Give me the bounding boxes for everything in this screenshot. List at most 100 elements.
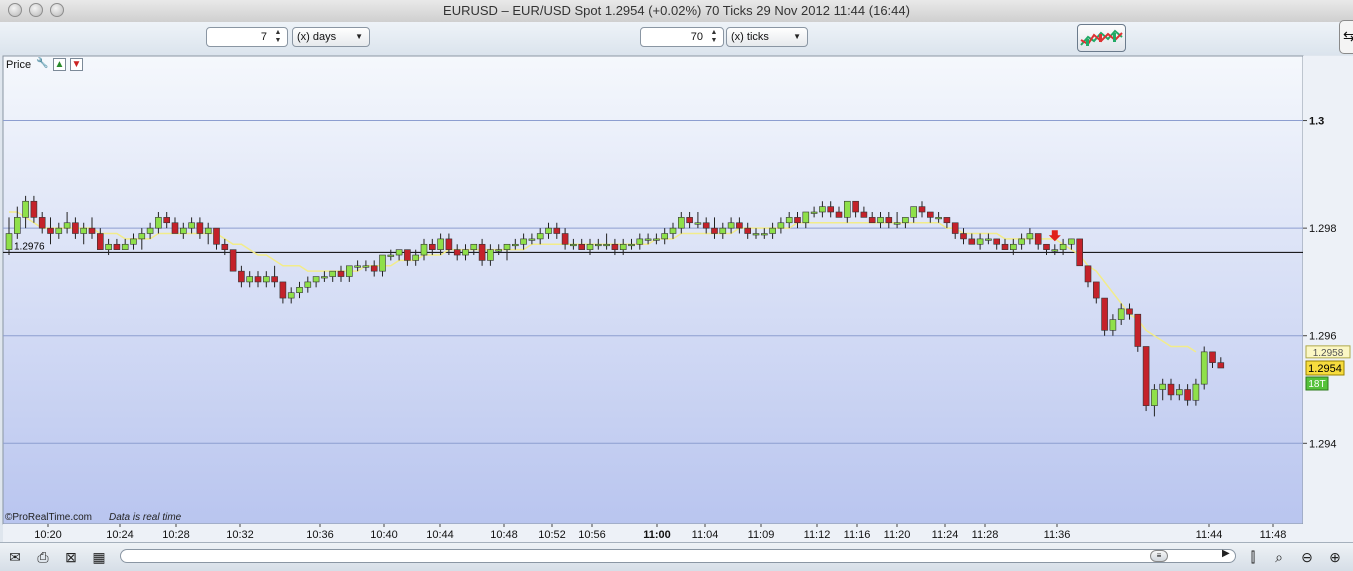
- scroll-right-icon[interactable]: ▶: [1222, 548, 1230, 559]
- candle: [885, 212, 893, 229]
- close-chart-icon[interactable]: ⊠: [65, 549, 77, 565]
- candle-body: [860, 211, 868, 218]
- candle: [893, 212, 901, 229]
- candle-body: [478, 243, 486, 261]
- candle: [1101, 297, 1108, 336]
- candle: [321, 271, 328, 282]
- realtime-note: Data is real time: [109, 512, 182, 523]
- zoom-out-icon[interactable]: ⊖: [1301, 549, 1313, 565]
- candle: [304, 276, 312, 293]
- candle: [976, 233, 984, 250]
- candle-body: [1034, 233, 1042, 245]
- stepper-arrows-icon[interactable]: ▲ ▼: [710, 29, 718, 44]
- chart-svg[interactable]: 1.2976 1.3 1.298 1.296 1.294 10:20 10:24 10:2…: [0, 55, 1353, 542]
- candle: [843, 200, 851, 223]
- print-icon[interactable]: ⎙: [37, 549, 49, 565]
- candle-body: [1009, 243, 1017, 250]
- candle-body: [1159, 383, 1166, 390]
- candle-body: [1109, 319, 1117, 331]
- candle: [636, 233, 644, 250]
- candle-body: [97, 233, 104, 250]
- close-window-icon[interactable]: [8, 3, 22, 17]
- candle: [420, 238, 428, 261]
- candle: [80, 222, 87, 245]
- candle-body: [677, 217, 685, 229]
- candle-body: [1200, 351, 1208, 385]
- candle-body: [379, 254, 386, 272]
- candle: [852, 200, 859, 218]
- candle: [677, 212, 685, 234]
- x-tick-label: 10:28: [162, 529, 190, 541]
- candle-body: [287, 292, 295, 299]
- candle: [113, 238, 121, 250]
- candle-body: [686, 217, 693, 224]
- candle: [121, 238, 129, 250]
- candle-body: [163, 217, 170, 224]
- candle: [1051, 244, 1059, 256]
- y-tick-label: 1.296: [1309, 331, 1337, 343]
- candle: [1084, 265, 1092, 288]
- candle: [561, 228, 569, 250]
- zoom-window-icon[interactable]: [50, 3, 64, 17]
- candle-body: [55, 227, 63, 234]
- candle-body: [246, 276, 253, 283]
- candle-body: [968, 238, 976, 245]
- chart-style-icon[interactable]: ▦: [92, 549, 106, 565]
- time-scrollbar[interactable]: [120, 549, 1236, 563]
- minimize-window-icon[interactable]: [29, 3, 43, 17]
- zoom-fit-icon[interactable]: ⌕: [1275, 549, 1283, 565]
- candle: [578, 238, 586, 250]
- candle: [653, 233, 660, 245]
- candle-body: [993, 238, 1001, 245]
- candle: [1093, 281, 1100, 304]
- candle: [902, 217, 909, 229]
- candle: [1142, 346, 1150, 412]
- mail-icon[interactable]: ✉: [9, 549, 21, 565]
- candle: [1068, 238, 1075, 250]
- candle: [511, 238, 519, 250]
- ticks-stepper[interactable]: 70 ▲ ▼: [640, 27, 724, 47]
- ticks-unit-select[interactable]: (x) ticks ▼: [726, 27, 808, 47]
- candle-body: [428, 243, 436, 250]
- toggle-panel-button[interactable]: ⇆: [1339, 20, 1353, 54]
- candle-body: [72, 222, 79, 234]
- candle-body: [1043, 243, 1050, 250]
- candle: [495, 244, 503, 256]
- scrollbar-thumb[interactable]: ≡: [1150, 550, 1168, 562]
- candle: [63, 212, 71, 234]
- x-tick-label: 11:09: [748, 529, 775, 541]
- candle-body: [5, 233, 13, 250]
- candle-body: [1134, 313, 1142, 347]
- days-unit-select[interactable]: (x) days ▼: [292, 27, 370, 47]
- stepper-arrows-icon[interactable]: ▲ ▼: [274, 29, 282, 44]
- candle-body: [1142, 346, 1150, 406]
- candle-body: [370, 265, 378, 272]
- candle-body: [180, 227, 187, 234]
- days-stepper[interactable]: 7 ▲ ▼: [206, 27, 288, 47]
- chart-type-small-icon[interactable]: ⫿: [1250, 549, 1256, 565]
- candle: [213, 227, 220, 250]
- price-chart[interactable]: 1.2976 1.3 1.298 1.296 1.294 10:20 10:24 10:2…: [0, 55, 1353, 542]
- candle: [935, 212, 942, 223]
- chart-type-button[interactable]: [1077, 24, 1126, 52]
- candle: [868, 212, 876, 224]
- candle: [877, 212, 884, 229]
- candle-body: [1059, 243, 1067, 250]
- zoom-in-icon[interactable]: ⊕: [1329, 549, 1341, 565]
- move-down-icon[interactable]: ▼: [70, 58, 83, 71]
- candle: [1109, 314, 1117, 336]
- candle-body: [229, 249, 237, 272]
- candle-body: [1093, 281, 1100, 299]
- x-tick-label: 11:48: [1260, 529, 1287, 541]
- candle: [1192, 378, 1200, 406]
- time-axis-area: [3, 524, 1353, 542]
- candle: [1176, 384, 1183, 401]
- candle-body: [254, 276, 262, 283]
- candle-body: [420, 243, 428, 256]
- candle: [88, 217, 96, 239]
- wrench-icon[interactable]: 🔧: [36, 58, 49, 69]
- candle-body: [951, 222, 959, 234]
- candle-body: [843, 200, 851, 218]
- move-up-icon[interactable]: ▲: [53, 58, 66, 71]
- candle: [445, 233, 453, 256]
